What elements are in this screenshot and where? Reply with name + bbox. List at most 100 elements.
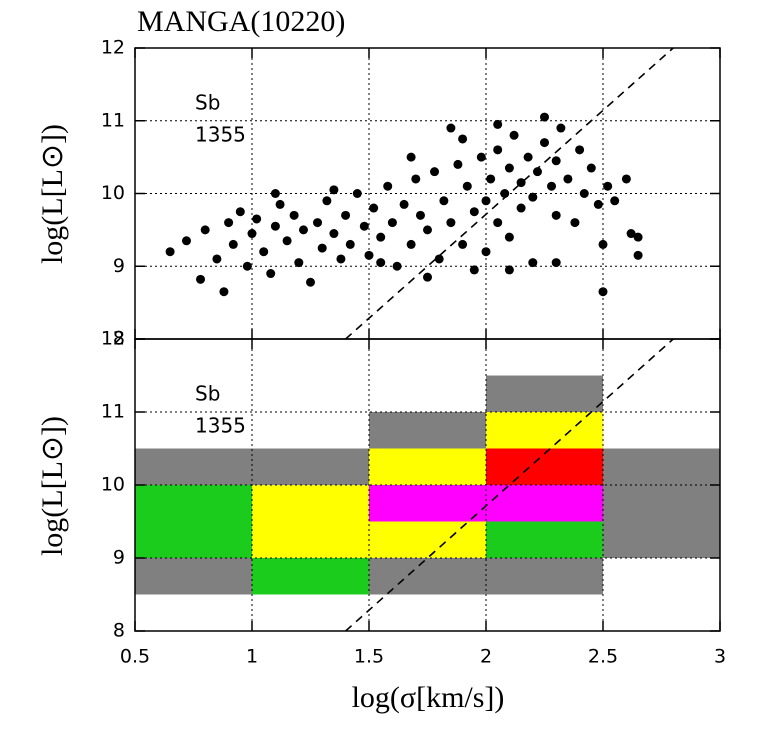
point	[598, 287, 608, 297]
point	[242, 261, 252, 271]
heat-cell	[603, 448, 720, 558]
point	[563, 174, 573, 184]
point	[603, 181, 613, 191]
point	[621, 174, 631, 184]
point	[387, 218, 397, 228]
point	[252, 214, 262, 224]
point	[493, 119, 503, 129]
point	[294, 258, 304, 268]
heat-cell	[486, 448, 603, 485]
diagonal-line	[345, 47, 674, 340]
point	[306, 277, 315, 287]
point	[415, 210, 425, 220]
point	[369, 203, 379, 213]
point	[504, 232, 514, 242]
y-tick-label: 11	[101, 109, 125, 131]
point	[556, 123, 566, 133]
point	[523, 152, 533, 162]
point	[547, 181, 557, 191]
point	[345, 239, 355, 249]
y-tick-label: 8	[113, 620, 125, 642]
point	[481, 247, 491, 257]
annotation: Sb	[195, 91, 220, 115]
heat-cell	[252, 485, 369, 558]
point	[423, 225, 432, 235]
heat-cell	[369, 412, 486, 449]
annotation: Sb	[195, 382, 220, 406]
heat-cell	[486, 521, 603, 558]
y-tick-label: 10	[101, 182, 125, 204]
point	[516, 203, 526, 213]
annotation: 1355	[195, 414, 246, 438]
point	[504, 163, 514, 173]
point	[504, 265, 514, 275]
point	[528, 258, 538, 268]
point	[476, 152, 486, 162]
point	[275, 199, 285, 209]
point	[383, 181, 393, 191]
heat-cell	[369, 521, 486, 558]
point	[212, 254, 222, 264]
point	[446, 218, 456, 228]
point	[259, 247, 269, 257]
y-axis-label: log(L[L⊙])	[36, 124, 69, 264]
point	[481, 196, 491, 206]
point	[359, 221, 369, 231]
point	[196, 274, 206, 284]
point	[486, 174, 496, 184]
point	[575, 145, 585, 155]
point	[406, 239, 416, 249]
heat-cell	[369, 448, 486, 485]
x-tick-label: 1	[246, 646, 258, 668]
point	[458, 134, 468, 144]
point	[430, 167, 440, 177]
point	[540, 112, 549, 122]
point	[165, 247, 175, 257]
x-tick-label: 2.5	[588, 646, 618, 668]
y-tick-label: 12	[101, 37, 125, 59]
y-tick-label: 12	[101, 328, 125, 350]
point	[181, 236, 191, 246]
annotation: 1355	[195, 123, 246, 147]
point	[551, 156, 561, 166]
point	[376, 232, 386, 242]
x-axis-label: log(σ[km/s])	[352, 681, 505, 714]
x-tick-label: 0.5	[120, 646, 150, 668]
point	[329, 229, 339, 239]
point	[235, 207, 245, 217]
point	[352, 189, 362, 198]
point	[532, 167, 542, 177]
heat-cell	[135, 558, 252, 595]
point	[493, 218, 503, 228]
point	[462, 181, 472, 191]
point	[270, 221, 280, 231]
heat-cell	[486, 375, 603, 412]
point	[458, 239, 468, 249]
point	[434, 254, 444, 264]
point	[579, 189, 589, 198]
point	[341, 210, 351, 220]
point	[406, 152, 416, 162]
point	[633, 232, 643, 242]
y-tick-label: 8	[113, 328, 125, 350]
point	[610, 196, 620, 206]
point	[423, 272, 432, 282]
point	[392, 261, 402, 271]
point	[411, 174, 421, 184]
point	[469, 265, 479, 275]
point	[317, 243, 327, 253]
point	[298, 225, 308, 235]
point	[528, 192, 538, 202]
point	[626, 229, 636, 239]
point	[329, 185, 339, 195]
point	[266, 269, 276, 279]
point	[247, 229, 257, 239]
point	[540, 138, 549, 148]
diagonal-line	[345, 338, 674, 632]
point	[586, 163, 596, 173]
point	[551, 210, 561, 220]
point	[593, 199, 603, 209]
point	[439, 196, 449, 206]
point	[469, 207, 479, 217]
